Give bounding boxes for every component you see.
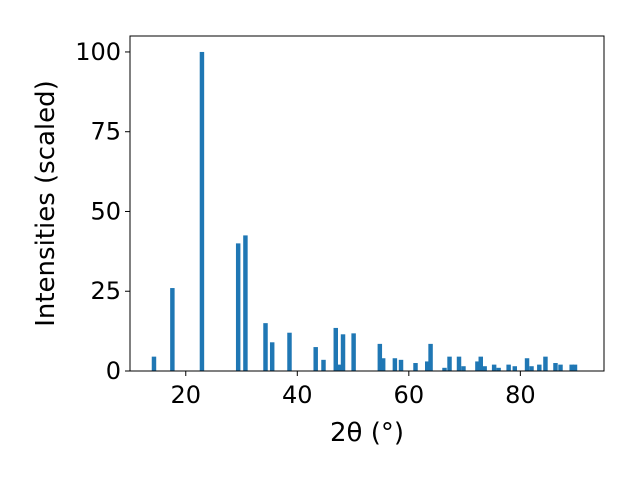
bar xyxy=(337,364,342,371)
bar xyxy=(413,363,418,371)
bar xyxy=(340,334,346,371)
x-tick-label: 60 xyxy=(394,381,425,409)
bar xyxy=(269,342,275,371)
bar xyxy=(442,367,447,371)
bar xyxy=(553,363,558,371)
x-axis-ticks: 20 40 60 80 xyxy=(170,371,536,409)
y-tick-label: 50 xyxy=(90,197,121,225)
bar xyxy=(351,333,356,371)
bar xyxy=(447,356,452,371)
x-tick-label: 20 xyxy=(170,381,201,409)
plot-frame xyxy=(129,35,605,372)
bar xyxy=(478,356,483,371)
x-tick-label: 40 xyxy=(282,381,313,409)
bar xyxy=(170,288,175,371)
bar xyxy=(475,361,480,371)
bar xyxy=(333,327,338,371)
bar xyxy=(287,332,292,371)
bar xyxy=(428,343,433,371)
bar xyxy=(512,366,518,371)
bar xyxy=(235,243,241,371)
bar xyxy=(529,366,534,371)
bar xyxy=(496,367,501,371)
bar xyxy=(425,361,430,371)
bars-group xyxy=(151,51,578,371)
bar xyxy=(380,358,386,371)
bar xyxy=(482,366,487,371)
y-axis-label: Intensities (scaled) xyxy=(31,80,61,327)
bar xyxy=(572,364,578,371)
x-axis-label: 2θ (°) xyxy=(330,418,404,448)
bar xyxy=(569,364,574,371)
bar xyxy=(491,364,497,371)
bar xyxy=(398,359,404,371)
bar xyxy=(558,364,563,371)
bar xyxy=(461,366,466,371)
y-tick-label: 100 xyxy=(75,38,121,66)
y-tick-label: 75 xyxy=(90,118,121,146)
bar xyxy=(543,356,548,371)
y-tick-label: 25 xyxy=(90,277,121,305)
bar xyxy=(377,343,383,371)
bar xyxy=(199,51,205,371)
bar xyxy=(151,356,157,371)
x-tick-label: 80 xyxy=(505,381,536,409)
bar xyxy=(243,235,248,371)
bar xyxy=(506,364,511,371)
bar xyxy=(456,356,462,371)
bar xyxy=(263,323,268,371)
bar xyxy=(321,359,326,371)
y-axis-ticks: 0 25 50 75 100 xyxy=(75,38,130,385)
bar xyxy=(392,358,398,371)
bar xyxy=(313,347,318,371)
y-tick-label: 0 xyxy=(106,357,121,385)
bar xyxy=(537,364,542,371)
bar xyxy=(524,358,530,371)
